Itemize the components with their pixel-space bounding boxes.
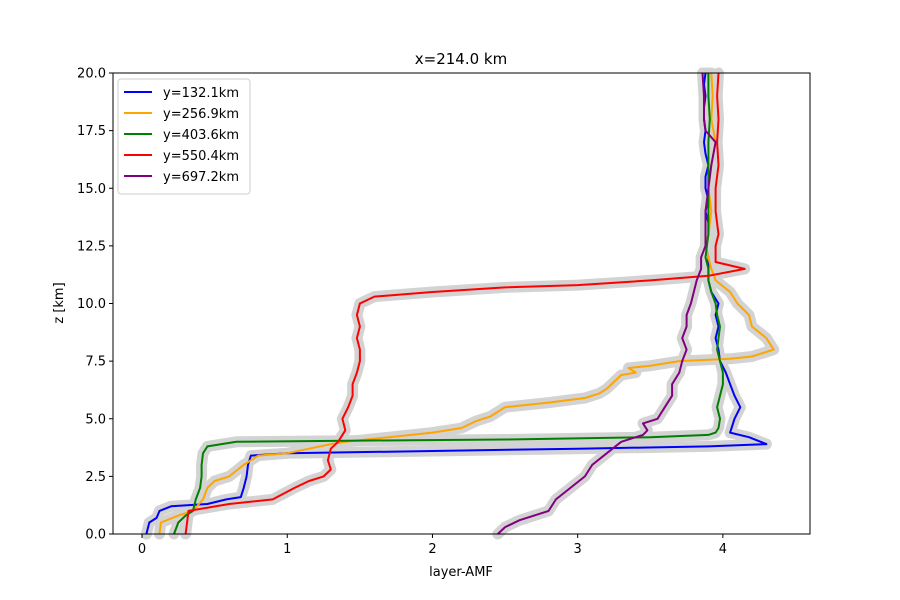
x-axis-title: layer-AMF [429,565,493,580]
y-axis-ticks: 0.0 2.5 5.0 7.5 10.0 12.5 15.0 17.5 20.0 [77,67,113,543]
series-line-4 [184,72,746,535]
chart-title: x=214.0 km [415,50,507,68]
y-tick-label: 0.0 [85,528,106,543]
x-tick-label: 1 [283,542,291,557]
legend: y=132.1km y=256.9km y=403.6km y=550.4km y=69… [117,78,251,195]
y-axis-title: z [km] [52,282,67,323]
y-tick-label: 12.5 [77,239,106,254]
legend-label: y=697.2km [163,170,239,185]
x-tick-label: 3 [574,542,582,557]
y-tick-label: 15.0 [77,182,106,197]
x-tick-label: 4 [719,542,727,557]
y-tick-label: 2.5 [85,470,106,485]
y-tick-label: 20.0 [77,67,106,82]
y-tick-label: 7.5 [85,355,106,370]
legend-label: y=403.6km [163,128,239,143]
series-line-5 [497,72,717,535]
y-tick-label: 5.0 [85,412,106,427]
x-axis-ticks: 0 1 2 3 4 [138,534,727,557]
y-tick-label: 17.5 [77,124,106,139]
legend-label: y=550.4km [163,149,239,164]
series-lines [145,72,775,535]
x-tick-label: 2 [428,542,436,557]
legend-box [117,78,251,195]
y-tick-label: 10.0 [77,297,106,312]
series-line-3 [173,73,724,535]
legend-label: y=132.1km [163,86,239,101]
x-tick-label: 0 [138,542,146,557]
legend-label: y=256.9km [163,107,239,122]
